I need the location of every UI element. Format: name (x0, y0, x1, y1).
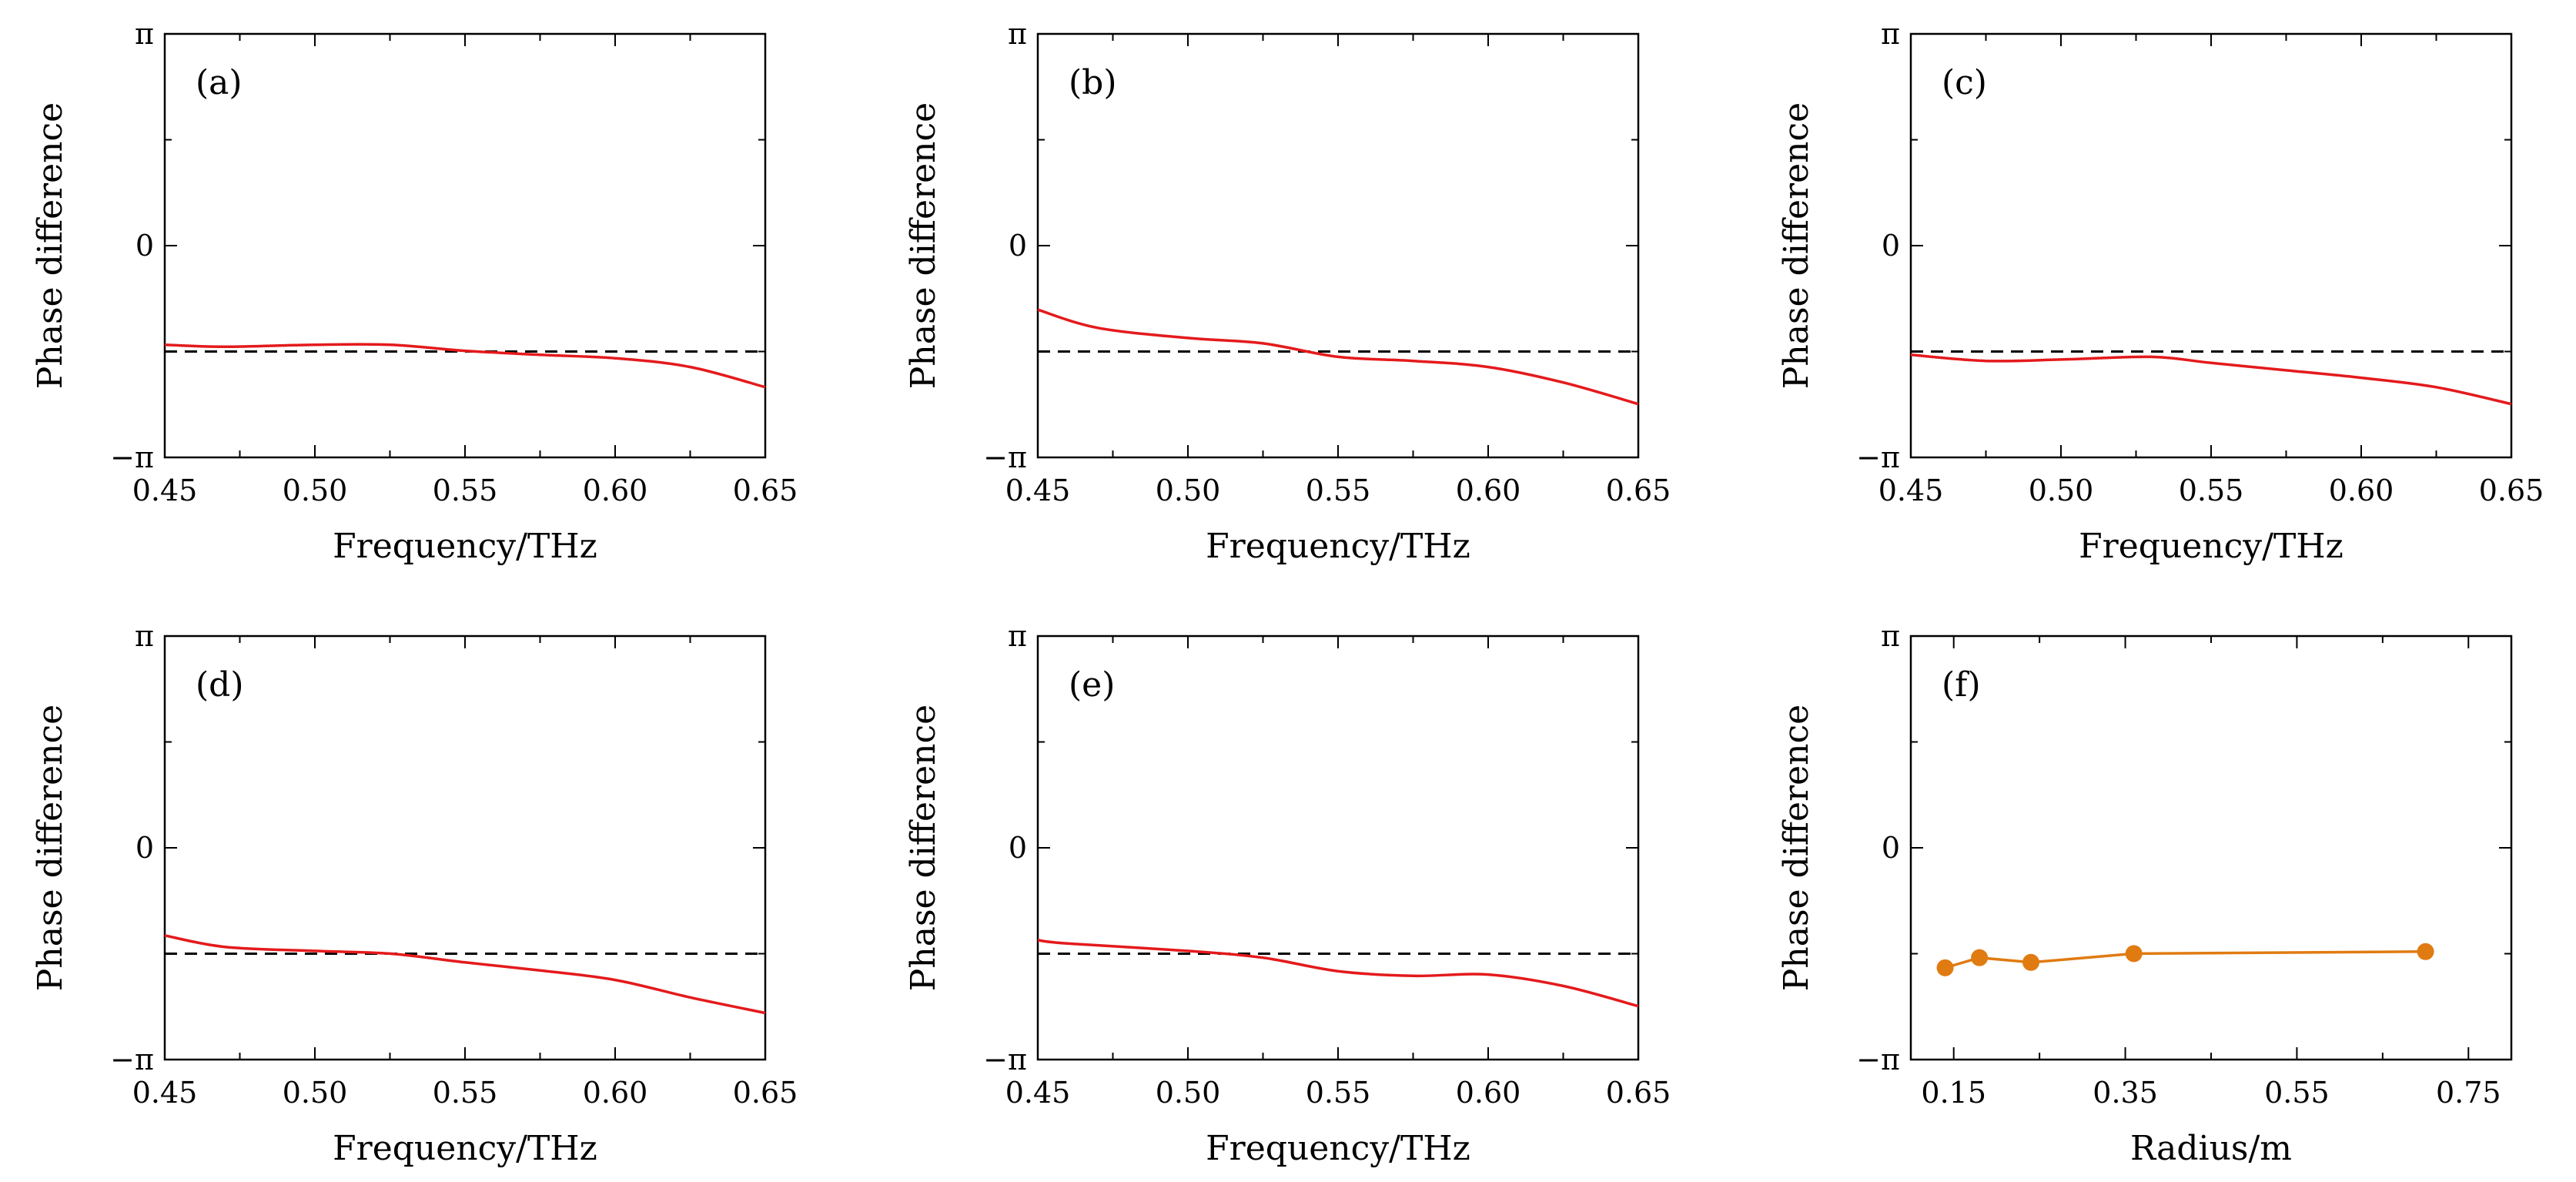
x-axis-label: Frequency/THz (1206, 1129, 1470, 1168)
x-tick-label: 0.60 (2329, 474, 2394, 507)
plot-frame (1036, 635, 1640, 1061)
x-tick-label: 0.55 (1306, 474, 1371, 507)
series-line (1037, 308, 1639, 406)
y-tick-label: −π (983, 1043, 1027, 1077)
x-axis-label: Radius/m (2130, 1129, 2292, 1168)
panel-label: (c) (1942, 63, 1987, 102)
x-tick-label: 0.45 (132, 1076, 198, 1110)
x-tick-label: 0.60 (1456, 1076, 1521, 1110)
panel-label: (b) (1069, 63, 1117, 102)
y-tick-label: π (1008, 619, 1027, 653)
panel-f: 0.15 0.35 0.55 0.75 −π 0 π Radius/m Phase differ… (1777, 619, 2513, 1168)
y-tick-label: π (135, 619, 154, 653)
x-tick-label: 0.50 (2029, 474, 2094, 507)
x-tick-label: 0.55 (2179, 474, 2244, 507)
plot-frame (1909, 32, 2513, 459)
y-tick-label: π (1008, 17, 1027, 51)
y-axis-label: Phase difference (1777, 102, 1816, 389)
y-tick-label: 0 (135, 229, 154, 263)
x-tick-label: 0.45 (132, 474, 198, 507)
y-tick-label: 0 (1009, 831, 1027, 865)
y-tick-label: π (1881, 619, 1900, 653)
y-tick-label: π (135, 17, 154, 51)
y-axis-label: Phase difference (31, 102, 70, 389)
series-line (1945, 950, 2426, 969)
panel-label: (f) (1942, 665, 1981, 705)
x-axis-label: Frequency/THz (333, 527, 597, 566)
x-axis-label: Frequency/THz (333, 1129, 597, 1168)
panel-d: 0.45 0.50 0.55 0.60 0.65 −π 0 π Frequency/THz Pha… (31, 619, 798, 1168)
panel-label: (d) (196, 665, 244, 705)
y-axis-label: Phase difference (31, 705, 70, 991)
plot-frame (1909, 635, 2513, 1061)
x-axis-label: Frequency/THz (2079, 527, 2343, 566)
x-tick-label: 0.65 (1606, 1076, 1671, 1110)
x-tick-label: 0.65 (733, 1076, 798, 1110)
x-tick-label: 0.50 (1156, 474, 1221, 507)
x-tick-label: 0.50 (283, 1076, 348, 1110)
x-tick-label: 0.65 (733, 474, 798, 507)
y-tick-label: 0 (135, 831, 154, 865)
y-axis-label: Phase difference (1777, 705, 1816, 991)
x-tick-label: 0.75 (2436, 1076, 2501, 1110)
data-point (1971, 949, 1989, 966)
x-tick-label: 0.55 (433, 1076, 498, 1110)
x-tick-label: 0.45 (1005, 1076, 1071, 1110)
plot-frame (163, 32, 767, 459)
y-axis-label: Phase difference (904, 102, 943, 389)
data-point (1936, 959, 1954, 976)
x-tick-label: 0.55 (2264, 1076, 2330, 1110)
x-tick-label: 0.45 (1878, 474, 1944, 507)
data-point (2417, 943, 2434, 960)
x-tick-label: 0.45 (1005, 474, 1071, 507)
x-tick-label: 0.60 (1456, 474, 1521, 507)
data-point (2125, 945, 2143, 963)
y-tick-label: 0 (1009, 229, 1027, 263)
y-tick-label: −π (1856, 440, 1900, 474)
x-tick-label: 0.35 (2093, 1076, 2158, 1110)
y-tick-label: −π (110, 440, 154, 474)
panel-c: 0.45 0.50 0.55 0.60 0.65 −π 0 π Frequency/THz Pha… (1777, 17, 2544, 566)
x-tick-label: 0.65 (1606, 474, 1671, 507)
data-point (2022, 953, 2039, 971)
x-tick-label: 0.50 (283, 474, 348, 507)
series-line (164, 934, 766, 1015)
y-tick-label: π (1881, 17, 1900, 51)
y-tick-label: 0 (1882, 831, 1900, 865)
x-tick-label: 0.55 (1306, 1076, 1371, 1110)
panel-label: (a) (196, 63, 243, 102)
x-tick-label: 0.55 (433, 474, 498, 507)
y-axis-label: Phase difference (904, 705, 943, 991)
x-axis-label: Frequency/THz (1206, 527, 1470, 566)
y-tick-label: −π (1856, 1043, 1900, 1077)
series-line (1910, 353, 2512, 406)
series-line (164, 343, 766, 389)
panel-e: 0.45 0.50 0.55 0.60 0.65 −π 0 π Frequency/THz Pha… (904, 619, 1671, 1168)
x-tick-label: 0.60 (583, 474, 648, 507)
panel-a: 0.45 0.50 0.55 0.60 0.65 −π 0 π Frequency/THz Pha… (31, 17, 798, 566)
y-tick-label: −π (110, 1043, 154, 1077)
panel-label: (e) (1069, 665, 1115, 705)
panel-b: 0.45 0.50 0.55 0.60 0.65 −π 0 π Frequency/THz Pha… (904, 17, 1671, 566)
x-tick-label: 0.50 (1156, 1076, 1221, 1110)
plot-frame (163, 635, 767, 1061)
y-tick-label: −π (983, 440, 1027, 474)
plot-frame (1036, 32, 1640, 459)
series-line (1037, 939, 1639, 1008)
x-tick-label: 0.65 (2479, 474, 2544, 507)
x-tick-label: 0.15 (1921, 1076, 1986, 1110)
x-tick-label: 0.60 (583, 1076, 648, 1110)
y-tick-label: 0 (1882, 229, 1900, 263)
